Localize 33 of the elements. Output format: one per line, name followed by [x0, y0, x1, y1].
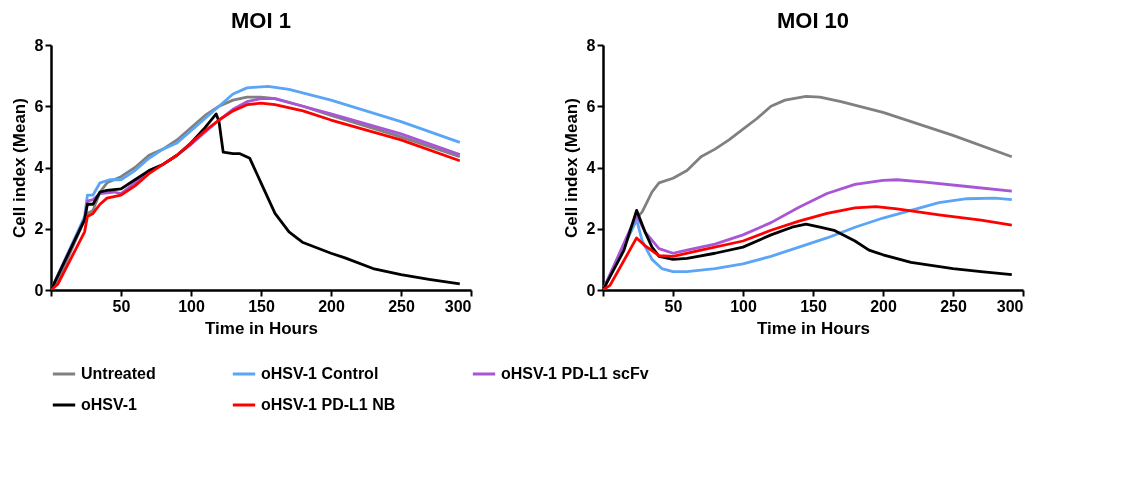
x-tick-label: 50	[664, 297, 683, 315]
x-tick-label: 50	[112, 297, 131, 315]
y-axis-title: Cell index (Mean)	[561, 98, 581, 238]
y-tick-label: 4	[34, 159, 44, 176]
legend-label: oHSV-1 PD-L1 scFv	[501, 365, 649, 382]
x-tick-label: 150	[248, 297, 275, 315]
x-tick-label: 150	[800, 297, 827, 315]
x-axis-title: Time in Hours	[204, 318, 319, 338]
legend-label: oHSV-1 Control	[261, 365, 379, 382]
legend-label: oHSV-1	[81, 396, 138, 413]
y-tick-label: 0	[34, 281, 44, 299]
y-axis-title: Cell index (Mean)	[9, 98, 29, 238]
x-tick-label: 300	[996, 297, 1024, 315]
legend-label: Untreated	[81, 365, 156, 382]
y-tick-label: 8	[34, 36, 44, 54]
chart-title: MOI 10	[776, 8, 850, 33]
chart-title: MOI 1	[231, 8, 291, 33]
x-tick-label: 300	[444, 297, 472, 315]
x-tick-label: 100	[178, 297, 205, 315]
y-tick-label: 6	[586, 97, 596, 115]
y-tick-label: 0	[586, 281, 596, 299]
x-tick-label: 250	[940, 297, 967, 315]
x-tick-label: 200	[870, 297, 897, 315]
y-tick-label: 2	[586, 220, 596, 238]
y-tick-label: 4	[586, 159, 596, 176]
y-tick-label: 8	[586, 36, 596, 54]
y-tick-label: 2	[34, 220, 44, 238]
x-tick-label: 250	[388, 297, 415, 315]
x-tick-label: 200	[318, 297, 345, 315]
y-tick-label: 6	[34, 97, 44, 115]
x-tick-label: 100	[730, 297, 757, 315]
legend-label: oHSV-1 PD-L1 NB	[261, 396, 396, 413]
x-axis-title: Time in Hours	[756, 318, 871, 338]
